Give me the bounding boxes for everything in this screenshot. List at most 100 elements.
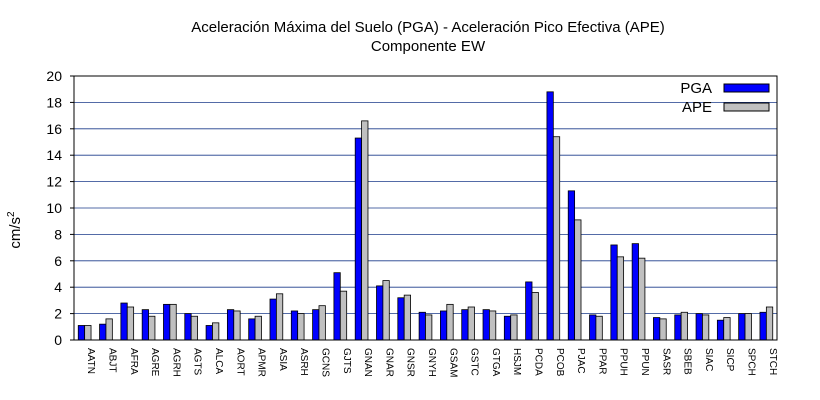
bar-pga-stch (759, 311, 767, 341)
legend-label-pga: PGA (680, 80, 712, 97)
x-axis-categories: AATN ABJT AFRA AGRE AGRH AGTS ALCA AORT APMR ASIA… (85, 348, 778, 377)
x-tick-label: ALCA (213, 348, 224, 374)
bar-ape-gjts (339, 290, 348, 341)
bar-ape-asia (275, 293, 284, 341)
x-tick-label: STCH (767, 348, 778, 375)
x-tick-label: GJTS (341, 348, 352, 374)
chart-title: Aceleración Máxima del Suelo (PGA) - Ace… (191, 19, 665, 36)
bar-ape-siac (702, 314, 710, 341)
bar-pga-agts (184, 313, 192, 341)
bar-ape-stch (765, 306, 774, 341)
bar-pga-alca (205, 325, 213, 341)
bar-pga-ppar (589, 314, 597, 341)
bar-pga-apmr (248, 318, 256, 341)
x-tick-label: SPCH (746, 348, 757, 376)
y-tick-label: 6 (54, 253, 62, 269)
gridlines (74, 102, 777, 315)
bar-pga-asrh (290, 310, 299, 341)
x-tick-label: GNAR (383, 348, 394, 377)
bar-pga-gnyh (418, 311, 426, 341)
x-tick-label: HSJM (511, 348, 522, 375)
x-tick-label: GNYH (426, 348, 437, 377)
bar-ape-gsam (446, 303, 454, 341)
bar-ape-gcns (318, 305, 326, 341)
x-tick-label: ASIA (277, 348, 288, 371)
legend-swatch-pga (723, 83, 770, 93)
y-tick-label: 8 (54, 226, 62, 242)
bar-pga-hsjm (503, 315, 512, 341)
y-tick-label: 16 (46, 121, 62, 137)
bar-ape-ppar (595, 315, 603, 341)
y-tick-label: 0 (54, 332, 62, 348)
x-tick-label: GNSR (405, 348, 416, 377)
y-tick-label: 10 (46, 200, 62, 216)
bar-ape-ppun (638, 257, 646, 341)
x-tick-label: AORT (234, 348, 245, 376)
x-tick-label: PPUH (618, 348, 629, 376)
bar-ape-agre (148, 315, 156, 341)
bar-ape-alca (212, 322, 220, 341)
bar-pga-abjt (99, 323, 107, 341)
bar-pga-aort (226, 309, 235, 341)
bar-pga-sicp (716, 319, 725, 341)
bar-pga-pjac (567, 190, 576, 341)
x-tick-label: PCOB (554, 348, 565, 377)
bar-ape-agrh (169, 303, 177, 341)
bar-pga-ppun (631, 243, 639, 341)
x-tick-label: PPAR (596, 348, 607, 375)
x-tick-label: GTGA (490, 348, 501, 377)
x-tick-label: AGRE (149, 348, 160, 377)
bar-pga-pcob (546, 91, 554, 341)
bar-pga-sasr (653, 317, 661, 341)
bar-ape-sasr (659, 318, 667, 341)
bar-ape-asrh (297, 313, 305, 341)
y-tick-label: 14 (46, 147, 62, 163)
bar-ape-hsjm (510, 314, 518, 341)
bar-ape-apmr (254, 315, 262, 341)
bar-pga-gcns (312, 309, 320, 341)
x-tick-label: SBEB (682, 348, 693, 375)
chart-subtitle: Componente EW (371, 38, 486, 55)
bar-ape-gtga (489, 310, 497, 341)
bar-ape-pcda (531, 292, 539, 341)
bar-ape-afra (126, 306, 135, 341)
bar-ape-agts (190, 315, 198, 341)
x-tick-label: PPUN (639, 348, 650, 376)
bar-pga-gtga (482, 309, 490, 341)
x-tick-label: GSAM (447, 348, 458, 377)
y-axis-label: cm/s2 (6, 211, 24, 249)
bar-ape-pcob (552, 136, 561, 341)
y-tick-label: 12 (46, 174, 62, 190)
bar-ape-gstc (467, 306, 475, 341)
bar-pga-spch (738, 313, 746, 341)
x-tick-label: SICP (724, 348, 735, 372)
x-tick-label: AGRH (170, 348, 181, 377)
legend-swatch-ape (723, 102, 770, 112)
plot-frame (73, 75, 778, 341)
x-tick-label: ABJT (106, 348, 117, 372)
y-tick-label: 20 (46, 68, 62, 84)
bar-ape-gnsr (403, 294, 411, 341)
bar-ape-spch (744, 313, 752, 341)
y-tick-label: 4 (54, 279, 62, 295)
bar-pga-pcda (525, 281, 533, 341)
bar-ape-ppuh (616, 256, 625, 341)
y-axis-ticks: 0 2 4 6 8 10 12 14 16 18 20 (46, 68, 74, 348)
bar-ape-gnar (382, 280, 390, 341)
x-tick-label: PJAC (575, 348, 586, 374)
bar-ape-sbeb (680, 311, 688, 341)
bar-pga-ppuh (610, 244, 618, 341)
bar-pga-siac (695, 313, 703, 341)
x-tick-label: APMR (256, 348, 267, 377)
bars (77, 91, 774, 341)
bar-pga-agre (141, 309, 149, 341)
legend-label-ape: APE (682, 99, 712, 116)
y-tick-label: 2 (54, 306, 62, 322)
bar-pga-gstc (461, 309, 469, 341)
bar-pga-agrh (163, 303, 171, 341)
bar-pga-aatn (77, 325, 86, 341)
x-tick-label: PCDA (533, 348, 544, 376)
y-axis-label-base: cm/s (7, 217, 24, 249)
x-tick-label: GNAN (362, 348, 373, 377)
